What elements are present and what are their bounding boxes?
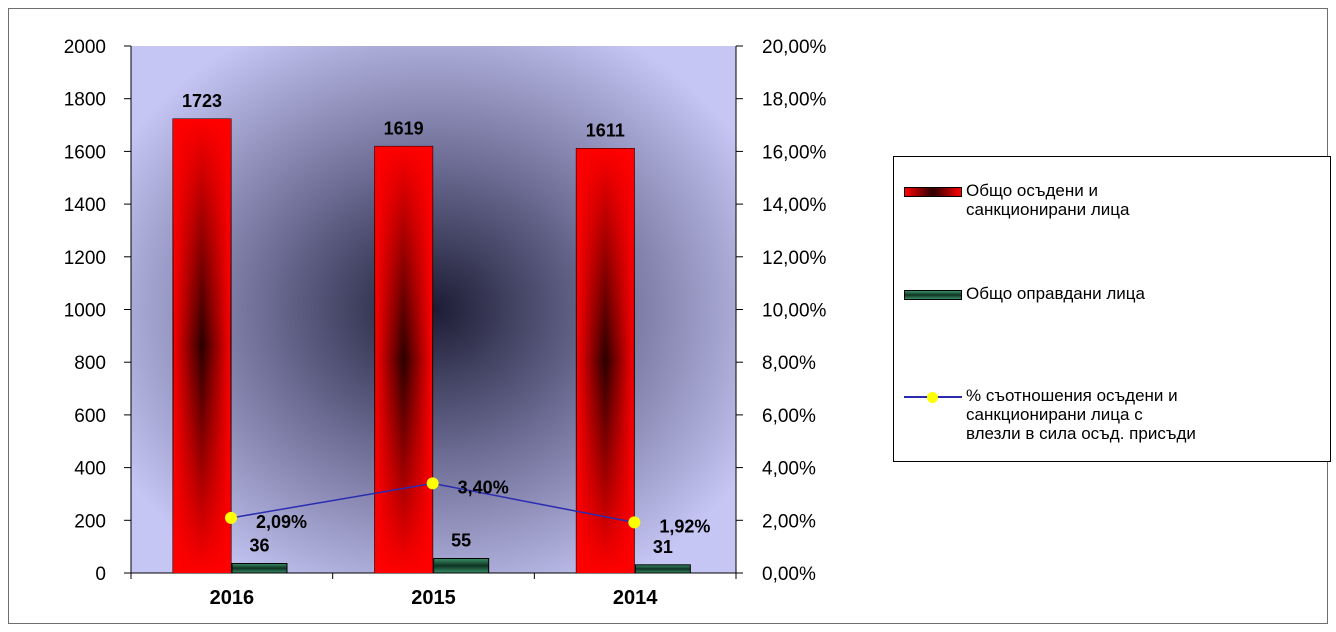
legend: Общо осъдени и санкционирани лица Общо о…: [893, 156, 1331, 462]
y-left-tick-label: 400: [74, 459, 106, 480]
y-left-tick-label: 1600: [64, 142, 106, 163]
x-category-label: 2014: [613, 587, 658, 609]
y-right-tick-label: 16,00%: [762, 142, 827, 163]
legend-label-acquitted: Общо оправдани лица: [966, 284, 1145, 303]
ratio-marker: [225, 511, 237, 524]
y-right-tick-label: 4,00%: [762, 459, 816, 480]
y-right-tick-label: 10,00%: [762, 301, 827, 322]
legend-swatch-convicted: [904, 187, 962, 197]
ratio-label: 3,40%: [458, 477, 509, 497]
legend-item-ratio: % съотношения осъдени и санкционирани ли…: [904, 386, 1326, 443]
bar-convicted-label: 1611: [586, 121, 625, 141]
bar-acquitted-label: 55: [451, 531, 471, 551]
y-right-tick-label: 8,00%: [762, 353, 816, 374]
bar-acquitted-label: 31: [653, 537, 673, 557]
bar-convicted: [172, 118, 232, 574]
bar-convicted-label: 1723: [182, 91, 222, 111]
ratio-marker: [628, 516, 641, 529]
bar-acquitted: [231, 563, 288, 574]
y-right-tick-label: 6,00%: [762, 406, 816, 427]
bar-acquitted: [433, 558, 490, 574]
y-right-tick-label: 0,00%: [762, 564, 816, 585]
bar-convicted: [575, 148, 635, 574]
y-right-tick-label: 18,00%: [762, 90, 827, 111]
x-category-label: 2016: [210, 587, 255, 609]
legend-item-convicted: Общо осъдени и санкционирани лица: [904, 181, 1326, 219]
legend-label-ratio: % съотношения осъдени и санкционирани ли…: [966, 386, 1196, 443]
y-left-tick-label: 1800: [64, 90, 106, 111]
y-left-tick-label: 0: [95, 564, 106, 585]
ratio-marker: [426, 477, 439, 490]
y-left-tick-label: 2000: [64, 37, 106, 58]
y-left-tick-label: 600: [74, 406, 106, 427]
y-left-tick-label: 1200: [64, 248, 106, 269]
y-right-tick-label: 14,00%: [762, 195, 827, 216]
legend-item-acquitted: Общо оправдани лица: [904, 284, 1326, 303]
x-category-label: 2015: [411, 587, 456, 609]
bar-convicted-label: 1619: [384, 118, 424, 138]
bar-acquitted: [634, 564, 691, 574]
y-right-tick-label: 20,00%: [762, 37, 827, 58]
y-right-tick-label: 12,00%: [762, 248, 827, 269]
legend-swatch-acquitted: [904, 290, 962, 300]
y-left-tick-label: 800: [74, 353, 106, 374]
ratio-label: 2,09%: [256, 512, 307, 532]
ratio-label: 1,92%: [659, 516, 710, 536]
y-right-tick-label: 2,00%: [762, 511, 816, 532]
y-left-tick-label: 1000: [64, 301, 106, 322]
y-left-tick-label: 1400: [64, 195, 106, 216]
y-left-tick-label: 200: [74, 511, 106, 532]
legend-label-convicted: Общо осъдени и санкционирани лица: [966, 181, 1130, 219]
legend-line-ratio: [904, 392, 962, 403]
bar-convicted: [374, 145, 434, 574]
bar-acquitted-label: 36: [249, 536, 269, 556]
